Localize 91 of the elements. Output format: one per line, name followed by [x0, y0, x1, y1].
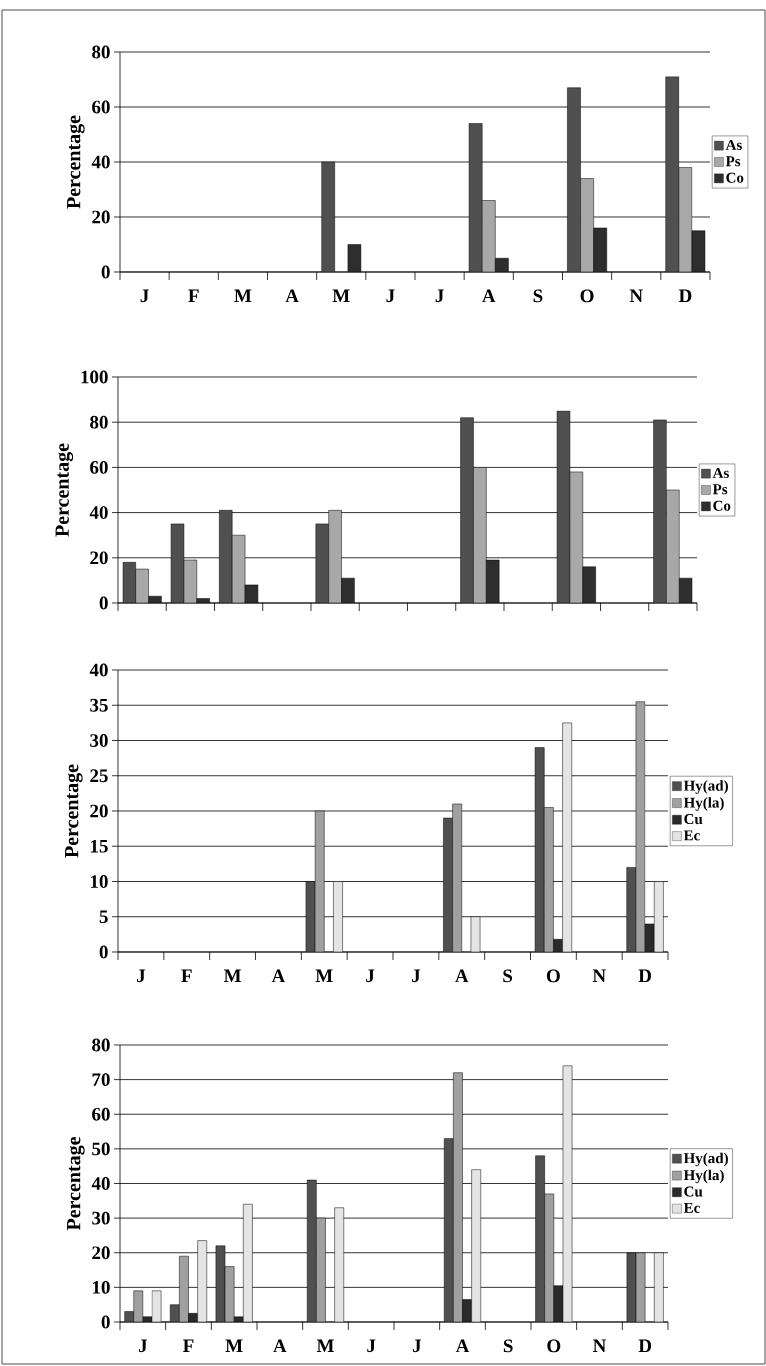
- y-tick-label: 70: [92, 1073, 110, 1087]
- legend-label: As: [712, 467, 729, 478]
- y-axis-title: Percentage: [67, 115, 85, 209]
- x-tick-label: F: [183, 1339, 194, 1352]
- x-tick-label: A: [273, 1339, 287, 1353]
- legend-label: As: [725, 139, 742, 150]
- x-tick-label: J: [137, 969, 146, 983]
- bar: [582, 566, 596, 603]
- x-tick-label: A: [285, 289, 299, 303]
- x-tick-label: M: [234, 289, 252, 302]
- x-tick-label: J: [367, 1339, 376, 1353]
- bar: [473, 467, 487, 603]
- x-tick-label: F: [181, 969, 192, 982]
- x-tick-label: M: [332, 289, 350, 302]
- x-tick-label: S: [533, 289, 543, 303]
- x-tick-label: A: [455, 1339, 470, 1353]
- y-tick-label: 40: [91, 1177, 110, 1190]
- x-tick-label: J: [138, 1339, 148, 1353]
- x-tick-label: J: [412, 1339, 422, 1353]
- x-tick-label: A: [271, 969, 286, 983]
- x-tick-label: M: [316, 1339, 334, 1352]
- legend-label: Hy(ad): [683, 1152, 728, 1167]
- y-tick-label: 60: [92, 100, 110, 114]
- x-tick-label: S: [503, 1339, 513, 1353]
- bar: [315, 523, 329, 603]
- y-tick-label: 30: [90, 734, 108, 747]
- y-tick-label: 80: [92, 45, 110, 59]
- y-tick-label: 40: [89, 663, 108, 677]
- y-axis-title: Percentage: [55, 443, 74, 537]
- bar: [219, 510, 233, 603]
- x-tick-label: F: [188, 289, 199, 302]
- legend-label: Hy(ad): [683, 780, 728, 794]
- y-axis-title: Percentage: [67, 1136, 85, 1231]
- x-tick-label: N: [629, 289, 643, 302]
- x-tick-label: D: [638, 969, 651, 982]
- legend-label: Cu: [684, 814, 703, 825]
- x-tick-label: M: [315, 969, 333, 982]
- legend-label: Co: [726, 172, 744, 183]
- legend-label: Hy(la): [683, 797, 724, 811]
- bar: [666, 489, 680, 603]
- x-tick-label: N: [592, 969, 606, 982]
- y-tick-label: 50: [92, 1142, 110, 1156]
- y-tick-label: 60: [90, 460, 108, 474]
- y-tick-label: 25: [90, 769, 108, 783]
- y-tick-label: 20: [90, 551, 108, 565]
- y-tick-label: 20: [92, 1246, 110, 1260]
- y-tick-label: 5: [99, 910, 108, 924]
- y-tick-label: 0: [101, 1315, 110, 1329]
- legend-label: Ec: [683, 1202, 700, 1213]
- x-tick-label: D: [638, 1339, 652, 1352]
- x-tick-label: A: [482, 289, 496, 303]
- x-tick-label: J: [366, 969, 375, 983]
- y-tick-label: 10: [90, 875, 108, 888]
- x-tick-label: O: [547, 1339, 561, 1353]
- y-tick-label: 30: [92, 1211, 110, 1225]
- y-tick-label: 15: [90, 839, 108, 853]
- legend-label: Co: [713, 500, 731, 511]
- y-tick-label: 10: [92, 1280, 110, 1294]
- bar: [460, 417, 474, 603]
- x-tick-label: A: [455, 969, 469, 983]
- legend-label: Hy(la): [683, 1169, 724, 1184]
- y-tick-label: 40: [91, 155, 110, 169]
- x-tick-label: O: [546, 969, 560, 983]
- y-tick-label: 60: [92, 1107, 110, 1121]
- legend-label: Ec: [683, 830, 700, 841]
- bar: [653, 419, 667, 603]
- y-tick-label: 20: [90, 804, 108, 818]
- y-axis-title: Percentage: [65, 764, 83, 858]
- x-tick-label: M: [223, 969, 241, 982]
- y-tick-label: 40: [89, 506, 108, 520]
- legend-label: Ps: [725, 156, 741, 167]
- x-tick-label: M: [225, 1339, 243, 1352]
- bar: [328, 510, 342, 603]
- y-tick-label: 0: [101, 265, 110, 279]
- y-tick-label: 0: [99, 596, 108, 610]
- x-tick-label: O: [580, 289, 594, 303]
- y-tick-label: 80: [90, 415, 108, 429]
- x-tick-label: J: [412, 969, 421, 983]
- y-tick-label: 80: [92, 1038, 110, 1052]
- legend-label: Cu: [684, 1186, 703, 1197]
- x-tick-label: D: [678, 289, 692, 302]
- y-tick-label: 20: [92, 210, 110, 224]
- y-tick-label: 100: [81, 370, 108, 384]
- y-tick-label: 0: [99, 945, 108, 959]
- y-tick-label: 35: [90, 698, 108, 712]
- x-tick-label: J: [140, 289, 149, 303]
- legend-label: Ps: [712, 484, 728, 495]
- x-tick-label: N: [592, 1339, 607, 1352]
- x-tick-label: S: [503, 969, 513, 983]
- x-tick-label: J: [435, 289, 444, 303]
- x-tick-label: J: [386, 289, 395, 303]
